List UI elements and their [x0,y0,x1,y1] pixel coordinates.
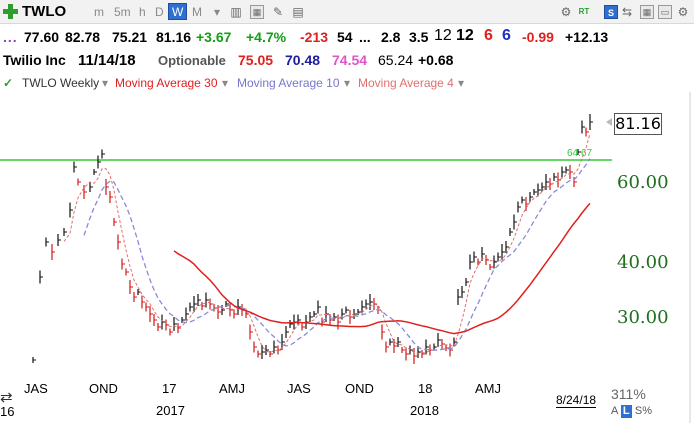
quote-value-11: +12.13 [565,29,609,45]
legend-ma4[interactable]: Moving Average 4 [358,76,454,90]
scale-log[interactable]: L [620,405,632,418]
price-bars [32,114,593,364]
toolbar: TWLO m 5m h D W M ▾ ▥ ▦ ✎ ▤ ⚙ RT S ⇆ ▦ ▭… [0,0,694,24]
s-icon[interactable]: S [604,5,618,19]
scale-options[interactable]: A L S% [611,405,652,418]
indicator-legend: ✓ TWLO Weekly ▾ Moving Average 30 ▾ Movi… [0,72,694,92]
year-label-2018: 2018 [410,403,439,418]
last-price-label: 81.16 [614,113,662,135]
ma30-line [173,202,591,335]
add-symbol-icon[interactable] [3,4,18,19]
x-label-ond-2016: OND [89,381,118,396]
quote-open: 77.60 [24,29,60,45]
bar-chart-icon[interactable]: ▥ [230,5,242,19]
quote-value-7: 12 [456,27,474,44]
quote-bar: ... 77.60 82.78 75.21 81.16 +3.67 +4.7% … [0,26,694,48]
zoom-level[interactable]: 311% [611,386,646,402]
chevron-down-icon[interactable]: ▾ [102,76,109,90]
x-label-jas-2017: JAS [287,381,311,396]
quote-dots: ... [3,29,18,45]
chevron-down-icon[interactable]: ▾ [458,76,465,90]
ma30-value: 75.05 [238,52,274,68]
window-icon[interactable]: ▭ [658,5,672,19]
year-label-2017: 2017 [156,403,185,418]
scale-auto[interactable]: A [611,405,618,417]
x-label-ond-2017: OND [345,381,374,396]
chevron-down-icon[interactable]: ▾ [213,5,221,19]
dropdown-lines-icon[interactable]: ▤ [292,5,304,19]
gear-icon[interactable]: ⚙ [560,5,572,19]
timeframe-m[interactable]: m [94,5,104,19]
x-label-amj-2018: AMJ [475,381,501,396]
timeframe-d[interactable]: D [155,5,164,19]
quote-high: 82.78 [65,29,101,45]
legend-symbol[interactable]: TWLO Weekly [22,76,100,90]
quote-value-2: 54 [337,29,353,45]
timeframe-5m[interactable]: 5m [114,5,131,19]
price-pointer-icon [606,118,612,126]
last-date-label: 8/24/18 [556,393,597,408]
quote-change: +3.67 [196,29,232,45]
timeframe-mo[interactable]: M [192,5,202,19]
y-label-30: 30.00 [617,307,669,328]
timeframe-h[interactable]: h [139,5,146,19]
extra-value: 65.24 [378,52,414,68]
check-icon: ✓ [3,76,14,90]
quote-value-8: 6 [484,27,493,44]
y-label-60: 60.00 [617,172,669,193]
y-label-40: 40.00 [617,252,669,273]
chevron-down-icon[interactable]: ▾ [222,76,229,90]
ma10-line [83,158,591,351]
quote-low: 75.21 [112,29,148,45]
legend-ma10[interactable]: Moving Average 10 [237,76,340,90]
timeframe-w[interactable]: W [168,3,188,20]
quote-value-3: ... [359,29,371,45]
grid-small-icon[interactable]: ▦ [640,5,654,19]
x-label-17: 17 [162,381,176,396]
refresh-icon[interactable]: ⇄ [0,389,13,406]
settings-icon[interactable]: ⚙ [677,5,689,19]
quote-change-pct: +4.7% [246,29,287,45]
quote-value-5: 3.5 [409,29,429,45]
quote-value-6: 12 [434,27,452,44]
quote-value-9: 6 [502,27,511,44]
ma4-value: 74.54 [332,52,368,68]
rt-icon[interactable]: RT [578,7,590,16]
company-name: Twilio Inc [3,52,66,68]
legend-ma30[interactable]: Moving Average 30 [115,76,218,90]
grid-icon[interactable]: ▦ [250,5,264,19]
ma4-line [63,133,591,354]
pencil-icon[interactable]: ✎ [272,5,284,19]
optionable-label: Optionable [158,53,226,68]
quote-value-4: 2.8 [381,29,401,45]
quote-value-10: -0.99 [522,29,554,45]
price-chart[interactable]: 64.67 JAS OND 17 AMJ JAS OND 18 AMJ 2017… [0,92,694,423]
x-label-18: 18 [418,381,432,396]
year-label-16: 16 [0,404,15,419]
scale-percent[interactable]: S% [634,405,652,417]
chevron-down-icon[interactable]: ▾ [344,76,351,90]
company-bar: Twilio Inc 11/14/18 Optionable 75.05 70.… [0,49,694,71]
quote-close: 81.16 [156,29,192,45]
quote-value-1: -213 [300,29,329,45]
swap-icon[interactable]: ⇆ [621,5,633,19]
green-line-label: 64.67 [567,148,592,159]
ma10-value: 70.48 [285,52,321,68]
ticker-symbol[interactable]: TWLO [22,3,67,20]
quote-date: 11/14/18 [78,52,136,69]
extra-change: +0.68 [418,52,454,68]
x-label-amj-2017: AMJ [219,381,245,396]
x-label-jas-2016: JAS [24,381,48,396]
